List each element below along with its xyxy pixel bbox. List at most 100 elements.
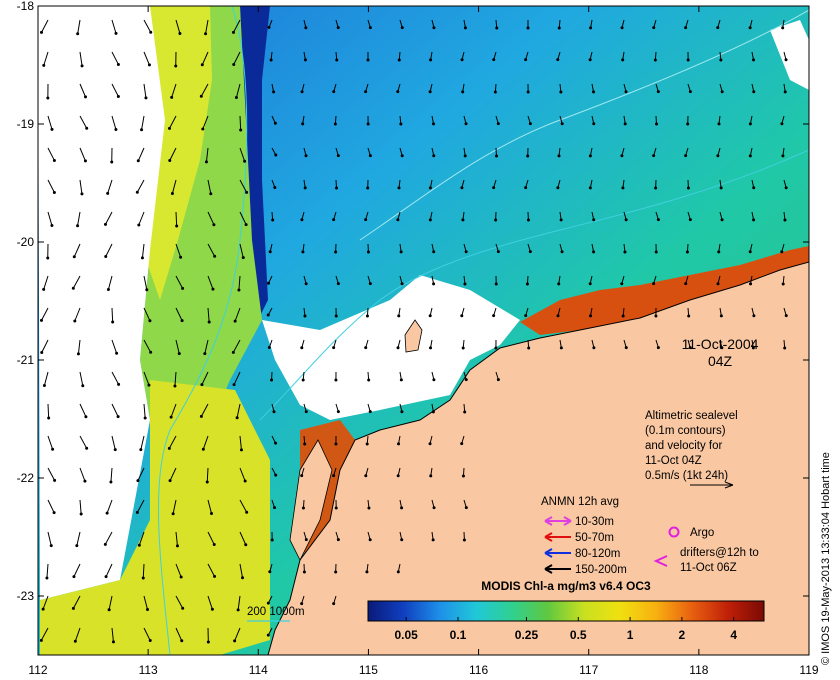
velocity-vector-head	[49, 544, 53, 548]
velocity-vector-head	[234, 96, 238, 100]
velocity-vector	[136, 179, 145, 193]
velocity-vector-head	[560, 250, 564, 254]
velocity-vector-head	[180, 319, 184, 323]
velocity-vector-head	[685, 250, 689, 254]
velocity-vector-head	[464, 250, 468, 254]
velocity-vector	[79, 51, 83, 66]
land-mass	[267, 261, 809, 655]
velocity-vector	[40, 627, 49, 641]
velocity-vector	[47, 179, 55, 193]
velocity-vector-head	[654, 186, 658, 190]
velocity-vector-head	[720, 218, 724, 222]
velocity-vector-head	[42, 63, 46, 67]
velocity-vector-head	[333, 122, 337, 126]
velocity-vector	[239, 243, 244, 258]
velocity-vector-head	[719, 186, 723, 190]
velocity-vector-head	[135, 190, 139, 194]
velocity-vector-head	[175, 544, 179, 548]
velocity-vector	[235, 83, 241, 98]
velocity-vector	[110, 467, 113, 482]
velocity-vector-head	[751, 346, 755, 350]
velocity-vector	[143, 51, 150, 66]
velocity-vector-head	[397, 442, 401, 446]
velocity-vector-head	[201, 127, 205, 131]
velocity-vector-head	[620, 282, 624, 286]
velocity-vector	[175, 19, 181, 34]
velocity-vector-head	[432, 282, 436, 286]
velocity-vector-head	[271, 218, 275, 222]
velocity-vector-head	[52, 511, 56, 515]
velocity-vector-head	[688, 90, 692, 94]
velocity-vector	[111, 627, 114, 642]
map-date: 11-Oct-2004	[682, 336, 759, 352]
velocity-vector-head	[781, 154, 785, 158]
velocity-vector	[73, 243, 81, 257]
lon-tick-label: 119	[799, 663, 818, 677]
velocity-vector	[143, 371, 150, 386]
velocity-vector-head	[76, 224, 80, 228]
velocity-vector-head	[334, 570, 338, 574]
velocity-vector-head	[621, 186, 625, 190]
velocity-vector-head	[332, 346, 336, 350]
velocity-vector	[174, 371, 177, 386]
colorbar-tick-label: 0.1	[450, 628, 467, 642]
velocity-vector-head	[364, 218, 368, 222]
velocity-vector-head	[528, 122, 532, 126]
anmn-legend-title: ANMN 12h avg	[541, 496, 619, 508]
velocity-vector-head	[431, 538, 435, 542]
velocity-vector-head	[492, 186, 496, 190]
velocity-vector	[79, 83, 86, 98]
velocity-vector-head	[45, 576, 49, 580]
colorbar-tick-label: 0.05	[394, 628, 418, 642]
velocity-vector	[72, 275, 81, 289]
velocity-vector-head	[494, 218, 498, 222]
colorbar-tick-label: 0.25	[515, 628, 539, 642]
velocity-vector-head	[205, 480, 209, 484]
velocity-vector-head	[367, 506, 371, 510]
velocity-vector	[76, 531, 81, 546]
velocity-vector	[143, 339, 152, 353]
velocity-vector-head	[526, 218, 530, 222]
velocity-vector	[207, 531, 215, 545]
velocity-vector	[143, 83, 147, 98]
velocity-vector-head	[173, 384, 177, 388]
velocity-vector-head	[241, 256, 245, 260]
velocity-vector-head	[52, 190, 56, 194]
velocity-vector-head	[366, 186, 370, 190]
velocity-vector-head	[114, 127, 118, 131]
lat-tick-label: -18	[17, 0, 35, 13]
velocity-vector-head	[80, 192, 84, 196]
anmn-label-50-70: 50-70m	[575, 532, 614, 544]
velocity-vector	[172, 499, 177, 514]
velocity-vector-head	[147, 383, 151, 387]
velocity-vector-head	[42, 287, 46, 291]
velocity-vector	[200, 403, 209, 417]
velocity-vector-head	[335, 58, 339, 62]
velocity-vector-head	[210, 512, 214, 516]
altimetry-line-4: 11-Oct 04Z	[645, 455, 702, 467]
velocity-vector-head	[428, 186, 432, 190]
velocity-vector-head	[80, 64, 84, 68]
velocity-vector	[143, 403, 146, 418]
velocity-vector-head	[300, 346, 304, 350]
velocity-vector	[47, 403, 50, 419]
velocity-vector-head	[397, 186, 401, 190]
velocity-vector-head	[368, 154, 372, 158]
velocity-vector-head	[367, 378, 371, 382]
velocity-vector	[47, 115, 53, 130]
velocity-vector-head	[71, 606, 75, 610]
velocity-vector-head	[620, 26, 624, 30]
velocity-vector-head	[559, 218, 563, 222]
velocity-vector	[111, 339, 118, 354]
velocity-vector-head	[716, 26, 720, 30]
velocity-vector-head	[748, 26, 752, 30]
velocity-vector	[111, 403, 119, 417]
velocity-vector-head	[589, 314, 593, 318]
velocity-vector	[105, 563, 113, 577]
velocity-vector-head	[336, 282, 340, 286]
velocity-vector-head	[784, 186, 788, 190]
velocity-vector-head	[748, 154, 752, 158]
velocity-vector-head	[432, 26, 436, 30]
velocity-vector-head	[365, 442, 369, 446]
velocity-vector-head	[624, 90, 628, 94]
